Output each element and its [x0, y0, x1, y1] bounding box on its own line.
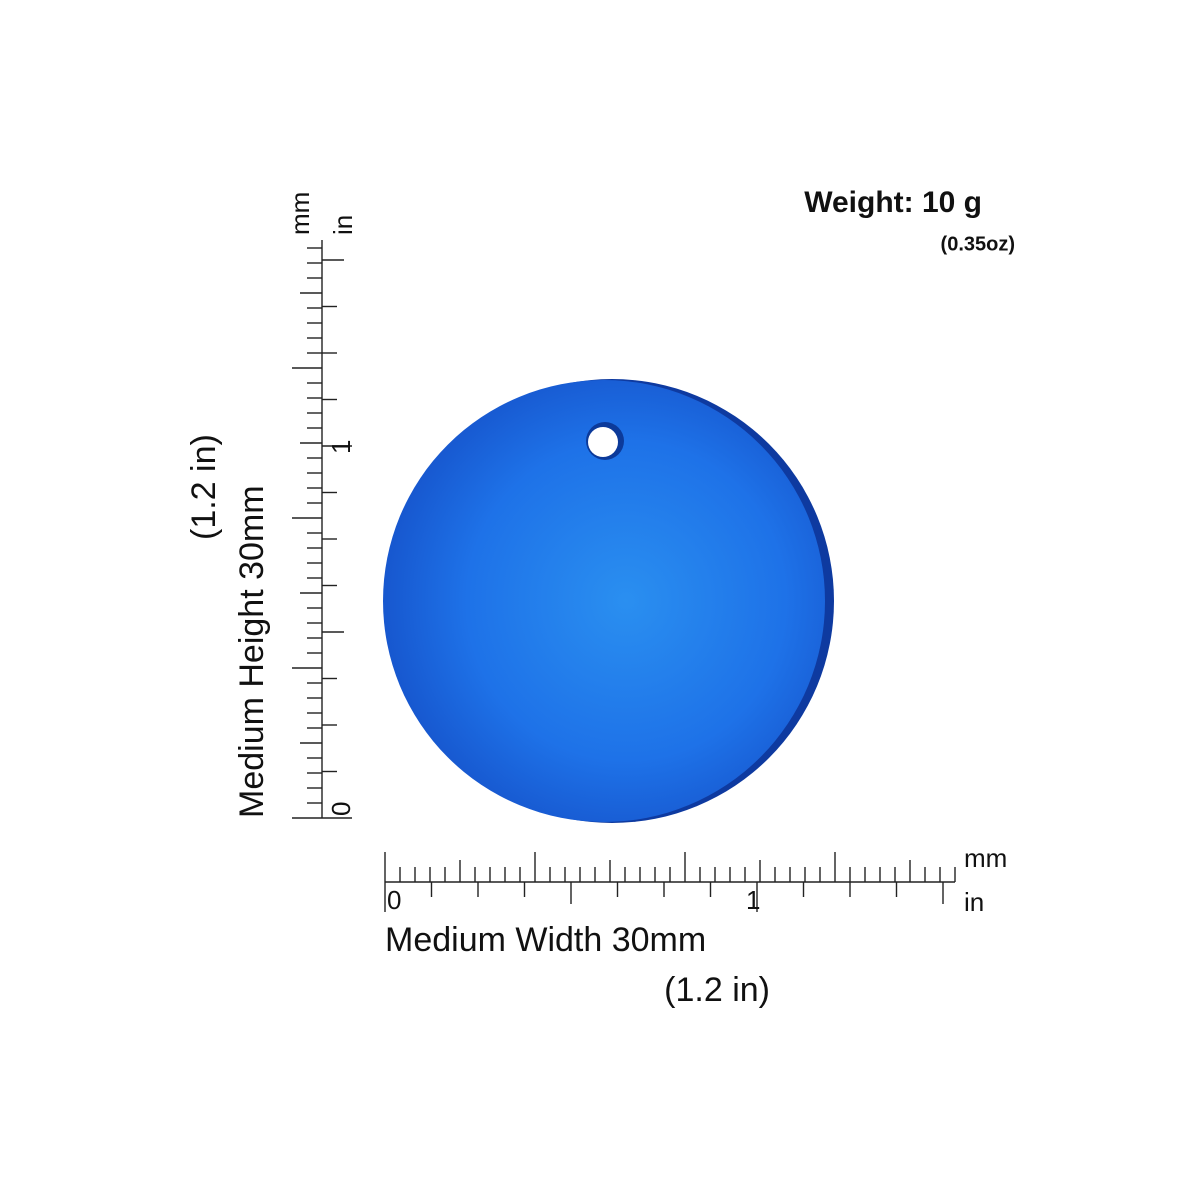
width-sublabel: (1.2 in)	[664, 971, 770, 1009]
tag	[383, 379, 834, 823]
height-sublabel: (1.2 in)	[185, 434, 223, 540]
unit-label: in	[328, 215, 358, 235]
ruler-number: 1	[746, 885, 760, 915]
weight-title: Weight: 10 g	[804, 186, 982, 219]
width-ruler	[384, 852, 956, 912]
unit-label: mm	[964, 843, 1007, 873]
width-label: Medium Width 30mm	[385, 921, 706, 959]
tag-face	[383, 380, 825, 822]
unit-label: mm	[285, 192, 315, 235]
tag-hole	[588, 427, 618, 457]
height-label: Medium Height 30mm	[233, 485, 271, 818]
ruler-number: 1	[326, 440, 356, 454]
weight-subtitle: (0.35oz)	[941, 233, 1015, 255]
unit-label: in	[964, 887, 984, 917]
ruler-number: 0	[387, 885, 401, 915]
height-ruler	[292, 240, 352, 819]
ruler-number: 0	[326, 802, 356, 816]
